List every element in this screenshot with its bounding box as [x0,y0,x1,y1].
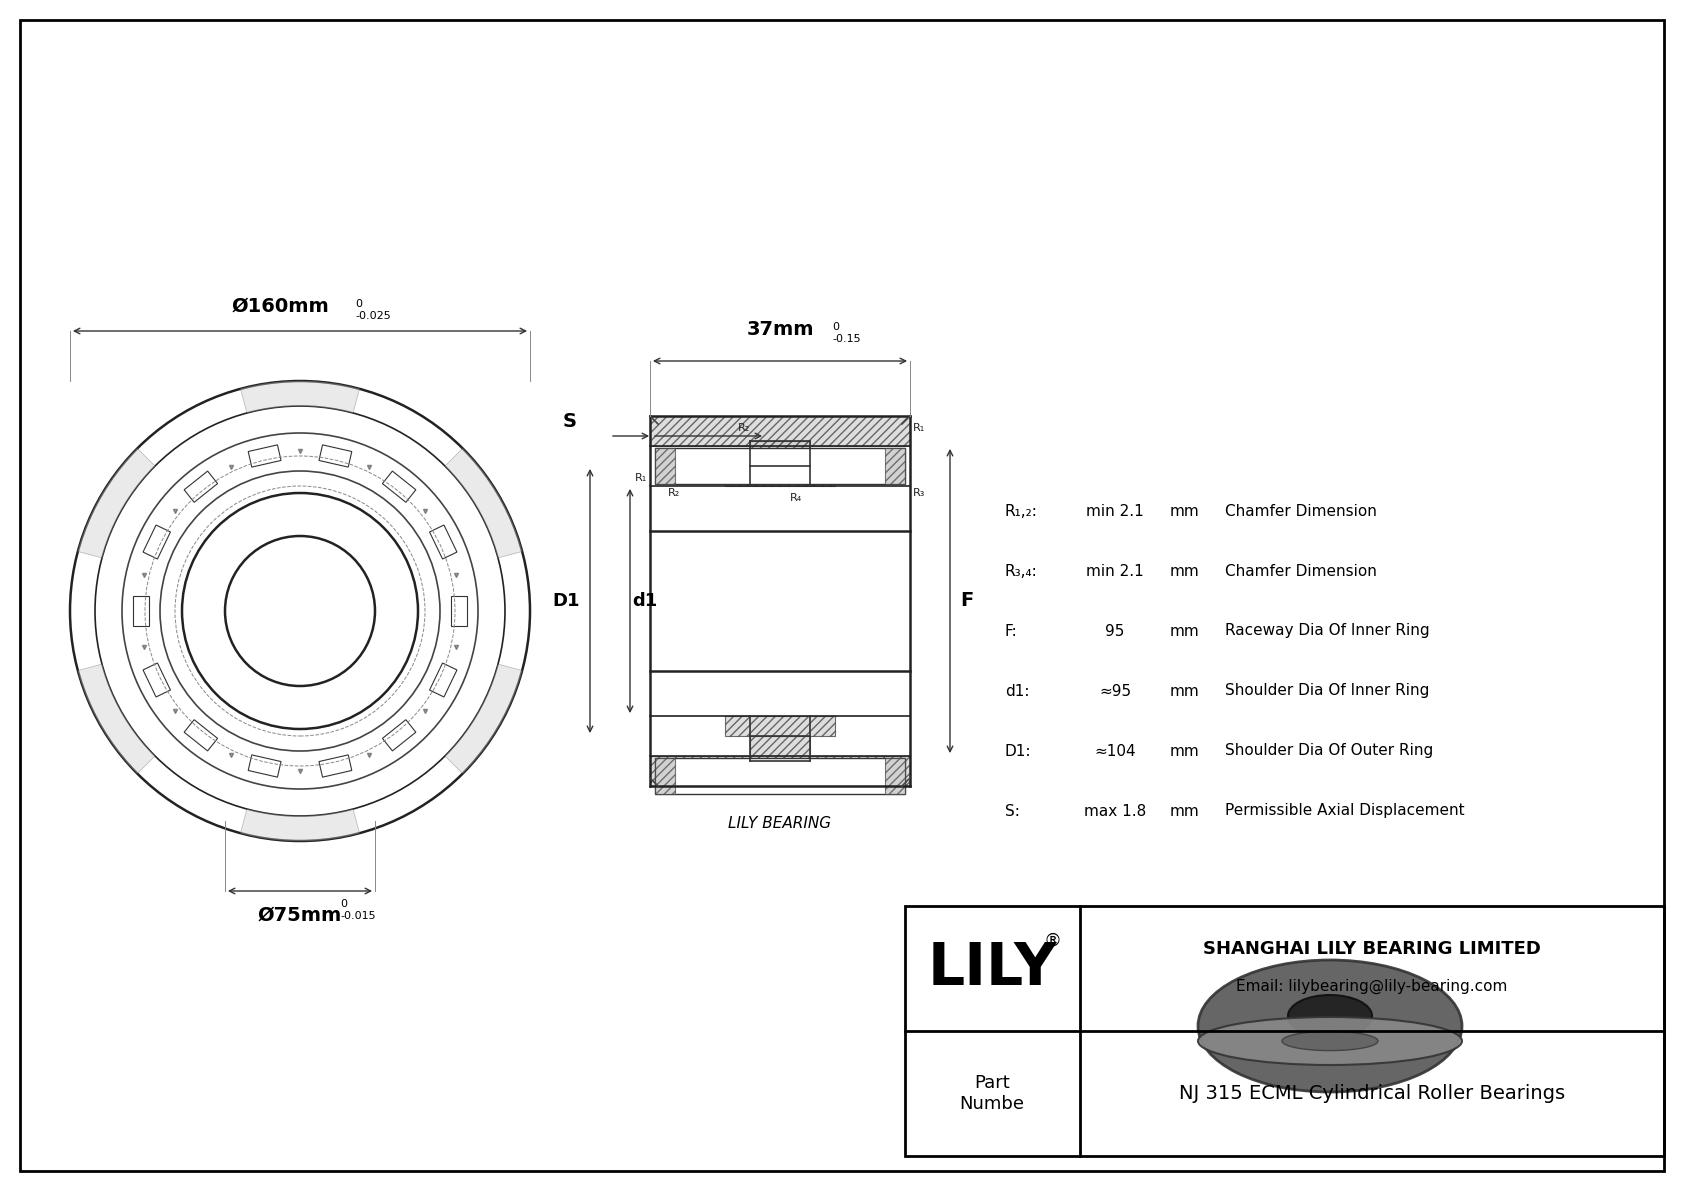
Text: Ø160mm: Ø160mm [231,297,328,316]
Text: F:: F: [1005,624,1017,638]
Text: mm: mm [1170,743,1199,759]
Text: Email: lilybearing@lily-bearing.com: Email: lilybearing@lily-bearing.com [1236,979,1507,994]
Ellipse shape [1288,994,1372,1037]
Text: SHANGHAI LILY BEARING LIMITED: SHANGHAI LILY BEARING LIMITED [1202,940,1541,958]
Ellipse shape [1197,1017,1462,1065]
Bar [248,755,281,778]
Bar [318,445,352,467]
Text: mm: mm [1170,624,1199,638]
Text: R₁: R₁ [635,473,647,484]
Bar [886,757,904,794]
Text: LILY BEARING: LILY BEARING [729,816,832,831]
Bar [886,448,904,484]
Text: S: S [562,412,578,431]
Polygon shape [241,381,359,413]
Text: max 1.8: max 1.8 [1084,804,1147,818]
Ellipse shape [1282,1031,1378,1050]
Bar [248,445,281,467]
Text: R₁,₂:: R₁,₂: [1005,504,1037,518]
Text: 95: 95 [1105,624,1125,638]
Text: NJ 315 ECML Cylindrical Roller Bearings: NJ 315 ECML Cylindrical Roller Bearings [1179,1084,1564,1103]
Text: -0.015: -0.015 [340,911,376,921]
Bar [650,756,909,786]
Bar [749,441,810,466]
Bar [451,596,466,626]
Bar [184,472,217,503]
Text: mm: mm [1170,684,1199,698]
Bar [184,719,217,750]
Text: mm: mm [1170,563,1199,579]
Text: 0: 0 [355,299,362,308]
Text: Shoulder Dia Of Inner Ring: Shoulder Dia Of Inner Ring [1224,684,1430,698]
Text: 0: 0 [340,899,347,909]
Text: Part
Numbe: Part Numbe [960,1074,1024,1112]
Text: d1: d1 [632,592,657,610]
Text: 37mm: 37mm [746,320,813,339]
Text: D1: D1 [552,592,579,610]
Polygon shape [445,665,522,774]
Text: Ø75mm: Ø75mm [258,906,342,925]
Text: mm: mm [1170,804,1199,818]
Bar [655,448,904,484]
Bar [133,596,148,626]
Text: F: F [960,592,973,611]
Text: R₂: R₂ [669,488,680,498]
Bar [429,663,456,697]
Bar [429,525,456,559]
Bar [726,716,835,736]
Text: -0.15: -0.15 [832,333,861,344]
Text: R₃,₄:: R₃,₄: [1005,563,1037,579]
Text: d1:: d1: [1005,684,1029,698]
Bar [904,906,1664,1156]
Text: Chamfer Dimension: Chamfer Dimension [1224,563,1378,579]
Bar [382,472,416,503]
Bar [655,757,675,794]
Bar [318,755,352,778]
Text: D1:: D1: [1005,743,1032,759]
Polygon shape [77,665,155,774]
Text: min 2.1: min 2.1 [1086,504,1143,518]
Bar [726,466,835,486]
Bar [655,448,675,484]
Text: Chamfer Dimension: Chamfer Dimension [1224,504,1378,518]
Text: Permissible Axial Displacement: Permissible Axial Displacement [1224,804,1465,818]
Text: ≈95: ≈95 [1100,684,1132,698]
Text: ≈104: ≈104 [1095,743,1135,759]
Bar [382,719,416,750]
Bar [143,525,170,559]
Text: S:: S: [1005,804,1021,818]
Polygon shape [241,809,359,841]
Bar [143,663,170,697]
Polygon shape [445,448,522,557]
Text: R₁: R₁ [913,423,925,434]
Text: R₃: R₃ [913,488,926,498]
Text: mm: mm [1170,504,1199,518]
Text: -0.025: -0.025 [355,311,391,322]
Text: Raceway Dia Of Inner Ring: Raceway Dia Of Inner Ring [1224,624,1430,638]
Text: LILY: LILY [928,940,1056,997]
Text: Shoulder Dia Of Outer Ring: Shoulder Dia Of Outer Ring [1224,743,1433,759]
Bar [655,757,904,794]
Bar [650,416,909,445]
Text: R₄: R₄ [790,493,802,503]
Text: ®: ® [1042,931,1061,949]
Ellipse shape [1197,960,1462,1092]
Polygon shape [77,448,155,557]
Bar [749,736,810,761]
Text: min 2.1: min 2.1 [1086,563,1143,579]
Text: R₂: R₂ [738,423,749,434]
Text: 0: 0 [832,322,839,332]
